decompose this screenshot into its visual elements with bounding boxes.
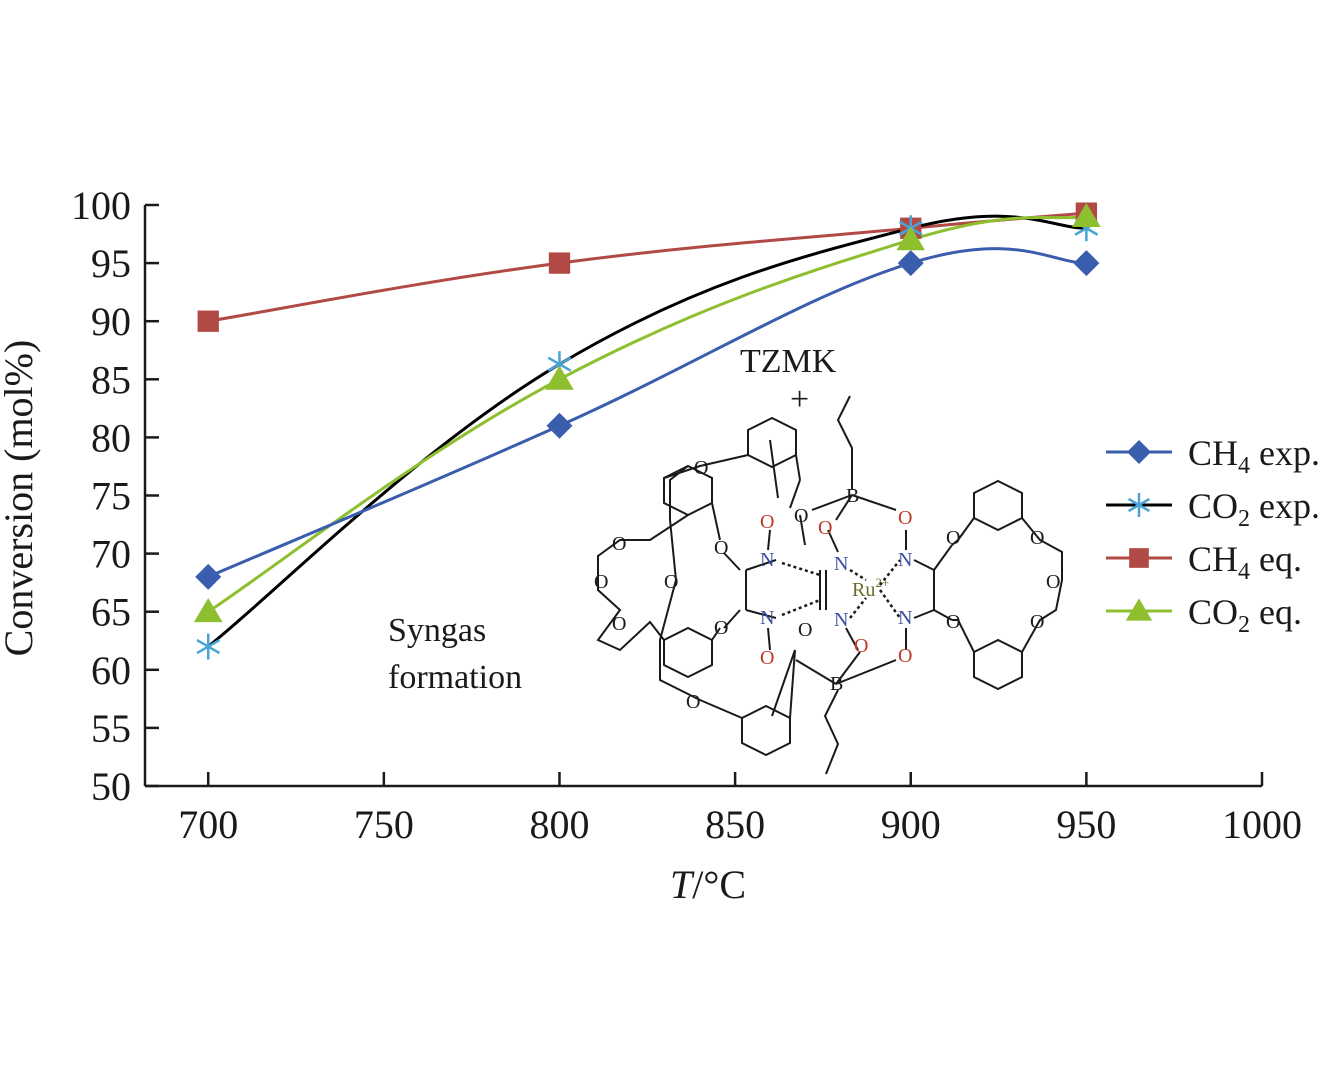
x-tick-label: 800 bbox=[529, 802, 589, 847]
x-tick-label: 900 bbox=[881, 802, 941, 847]
atom-o: O bbox=[1030, 611, 1044, 633]
atom-n: N bbox=[898, 607, 912, 629]
series-lines bbox=[207, 211, 1087, 648]
metal-center: Ru2+ bbox=[852, 575, 889, 601]
catalyst-label: TZMK bbox=[740, 343, 837, 380]
legend-marker bbox=[1129, 548, 1149, 568]
x-axis-title: T/°C bbox=[670, 862, 746, 907]
atom-n: N bbox=[760, 549, 774, 571]
atom-n: N bbox=[898, 549, 912, 571]
legend-label: CO2 exp. bbox=[1188, 486, 1320, 532]
data-point bbox=[897, 250, 924, 277]
atom-n: N bbox=[760, 607, 774, 629]
legend: CH4 exp. CO2 exp. CH4 eq. CO2 eq. bbox=[1106, 433, 1320, 638]
x-tick-label: 950 bbox=[1056, 802, 1116, 847]
x-tick-label: 750 bbox=[354, 802, 414, 847]
structure-atom-labels: O O O O O O O O O O O O O O O O O O O O … bbox=[594, 457, 1060, 713]
data-point bbox=[196, 633, 221, 660]
atom-o: O bbox=[1046, 571, 1060, 593]
y-tick-label: 80 bbox=[91, 415, 131, 460]
atom-o: O bbox=[946, 611, 960, 633]
y-tick-label: 55 bbox=[91, 706, 131, 751]
legend-marker bbox=[1127, 493, 1151, 517]
y-tick-label: 90 bbox=[91, 299, 131, 344]
series-markers bbox=[193, 202, 1101, 660]
atom-o-red: O bbox=[818, 517, 832, 539]
y-tick-label: 65 bbox=[91, 590, 131, 635]
data-point bbox=[197, 310, 219, 332]
x-axis-title-unit: /°C bbox=[692, 862, 746, 907]
y-tick-label: 85 bbox=[91, 357, 131, 402]
atom-n: N bbox=[834, 553, 848, 575]
atom-o: O bbox=[1030, 527, 1044, 549]
atom-o: O bbox=[694, 457, 708, 479]
legend-marker bbox=[1127, 440, 1151, 464]
series-line bbox=[207, 214, 1087, 648]
legend-label: CH4 eq. bbox=[1188, 539, 1302, 585]
atom-o: O bbox=[594, 571, 608, 593]
atom-o: O bbox=[794, 505, 808, 527]
atom-o: O bbox=[612, 533, 626, 555]
y-tick-label: 75 bbox=[91, 474, 131, 519]
data-point bbox=[546, 412, 573, 439]
metal-charge: 2+ bbox=[875, 575, 889, 590]
y-tick-label: 70 bbox=[91, 532, 131, 577]
y-tick-label: 60 bbox=[91, 648, 131, 693]
legend-label: CH4 exp. bbox=[1188, 433, 1320, 479]
data-point bbox=[545, 365, 574, 390]
atom-o: O bbox=[798, 619, 812, 641]
data-point bbox=[1073, 250, 1100, 277]
atom-o: O bbox=[612, 613, 626, 635]
data-point bbox=[193, 598, 223, 623]
y-tick-label: 95 bbox=[91, 241, 131, 286]
atom-o: O bbox=[714, 617, 728, 639]
x-axis-title-italic: T bbox=[670, 862, 695, 907]
data-point bbox=[548, 252, 571, 274]
atom-b: B bbox=[846, 485, 859, 507]
atom-o: O bbox=[686, 691, 700, 713]
atom-n: N bbox=[834, 609, 848, 631]
data-point bbox=[195, 563, 222, 590]
x-tick-label: 1000 bbox=[1222, 802, 1302, 847]
atom-o: O bbox=[664, 571, 678, 593]
y-axis-title: Conversion (mol%) bbox=[0, 340, 41, 657]
legend-marker bbox=[1125, 598, 1153, 621]
axes: 50 55 60 65 70 75 80 85 90 95 100 700 750 800 850 900 95… bbox=[71, 183, 1302, 847]
atom-o-red: O bbox=[898, 507, 912, 529]
syngas-label-line1: Syngas bbox=[388, 612, 486, 649]
ru-complex-structure bbox=[596, 395, 1063, 775]
atom-o-red: O bbox=[760, 511, 774, 533]
y-tick-label: 50 bbox=[91, 764, 131, 809]
atom-o: O bbox=[946, 527, 960, 549]
syngas-label-line2: formation bbox=[388, 659, 522, 696]
data-point bbox=[896, 226, 926, 251]
atom-o: O bbox=[714, 537, 728, 559]
metal-symbol: Ru bbox=[852, 579, 875, 601]
series-line bbox=[207, 247, 1087, 579]
legend-label: CO2 eq. bbox=[1188, 592, 1302, 638]
series-line bbox=[207, 215, 1087, 613]
atom-b: B bbox=[830, 673, 843, 695]
x-tick-label: 850 bbox=[705, 802, 765, 847]
atom-o-red: O bbox=[760, 647, 774, 669]
y-tick-label: 100 bbox=[71, 183, 131, 228]
atom-o-red: O bbox=[854, 635, 868, 657]
x-tick-label: 700 bbox=[178, 802, 238, 847]
data-point bbox=[1072, 202, 1101, 228]
catalyst-plus: + bbox=[790, 381, 809, 418]
atom-o-red: O bbox=[898, 645, 912, 667]
